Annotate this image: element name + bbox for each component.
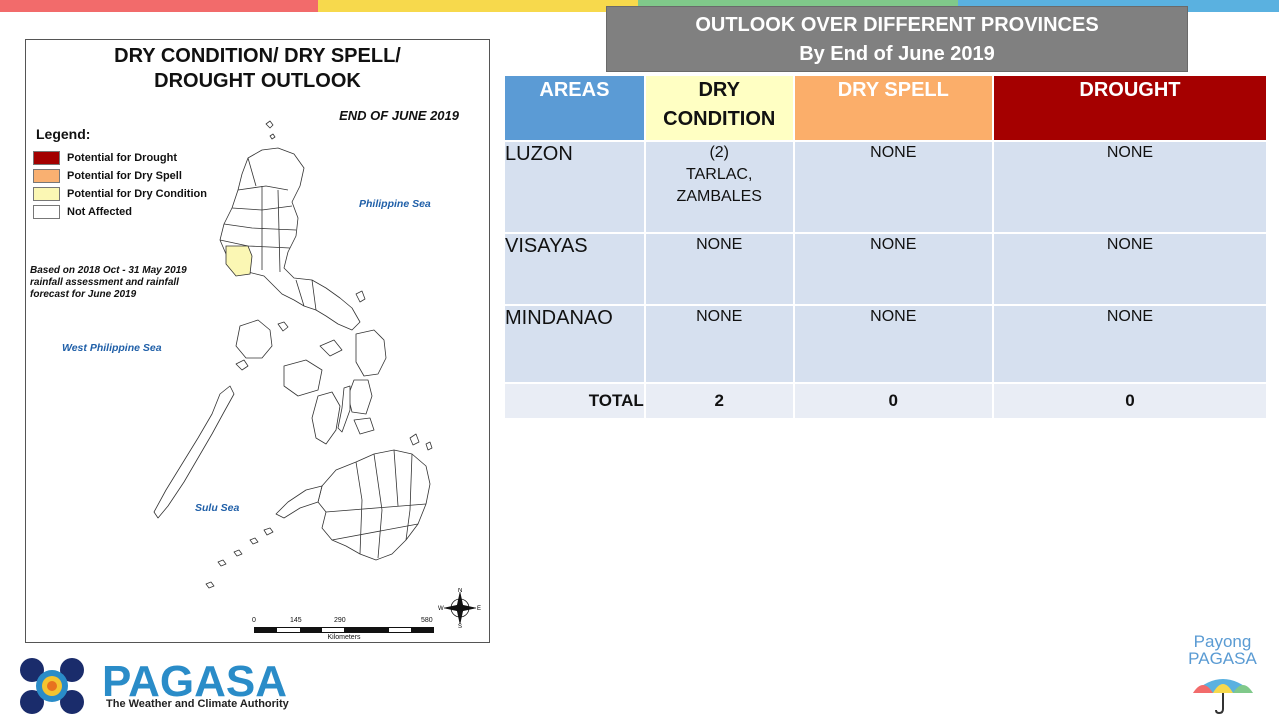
legend-label: Not Affected — [67, 206, 132, 218]
map-title-line2: DROUGHT OUTLOOK — [154, 70, 361, 92]
header-areas: AREAS — [503, 74, 646, 142]
scale-tick: 290 — [334, 617, 346, 624]
map-date: END OF JUNE 2019 — [339, 108, 459, 123]
scale-ticks: 0 145 290 580 — [252, 617, 434, 627]
dry-condition-province: ZAMBALES — [676, 188, 762, 205]
dry-spell-swatch — [33, 169, 60, 183]
payong-pagasa-logo: Payong PAGASA — [1170, 633, 1275, 715]
row-dry-condition: NONE — [643, 232, 795, 306]
row-dry-spell: NONE — [792, 232, 994, 306]
row-drought: NONE — [991, 304, 1269, 384]
table-row: VISAYAS NONE NONE NONE — [503, 232, 1269, 306]
map-title: DRY CONDITION/ DRY SPELL/ DROUGHT OUTLOO… — [26, 44, 489, 94]
compass-n: N — [458, 588, 462, 594]
total-dry-spell: 0 — [792, 382, 994, 420]
not-affected-swatch — [33, 205, 60, 219]
dry-condition-area — [225, 245, 253, 277]
outlook-table: AREAS DRY CONDITION DRY SPELL DROUGHT LU… — [503, 74, 1269, 420]
total-drought: 0 — [991, 382, 1269, 420]
legend-item-drought: Potential for Drought — [33, 149, 207, 167]
basis-line2: rainfall assessment and rainfall — [30, 277, 179, 288]
payong-line2: PAGASA — [1188, 649, 1257, 668]
legend-label: Potential for Dry Condition — [67, 188, 207, 200]
row-dry-spell: NONE — [792, 140, 994, 234]
strip-yellow — [318, 0, 638, 12]
scale-segments — [254, 627, 434, 633]
dry-condition-province: TARLAC, — [686, 166, 753, 183]
row-dry-spell: NONE — [792, 304, 994, 384]
row-area: VISAYAS — [503, 232, 646, 306]
sea-label-sulu: Sulu Sea — [195, 502, 240, 514]
header-dry-condition: DRY CONDITION — [643, 74, 795, 142]
row-dry-condition: NONE — [643, 304, 795, 384]
header-dry-condition-line2: CONDITION — [663, 108, 776, 130]
row-drought: NONE — [991, 232, 1269, 306]
scale-bar: 0 145 290 580 Kilometers — [252, 617, 434, 641]
legend-item-dry-condition: Potential for Dry Condition — [33, 185, 207, 203]
legend-title: Legend: — [36, 126, 91, 142]
row-area: LUZON — [503, 140, 646, 234]
legend-label: Potential for Drought — [67, 152, 177, 164]
legend: Potential for Drought Potential for Dry … — [33, 149, 207, 221]
pagasa-emblem-icon — [20, 658, 84, 714]
scale-tick: 145 — [290, 617, 302, 624]
legend-item-dry-spell: Potential for Dry Spell — [33, 167, 207, 185]
compass-e: E — [477, 606, 481, 612]
basis-line3: forecast for June 2019 — [30, 289, 137, 300]
sea-label-west-philippine: West Philippine Sea — [62, 342, 162, 354]
compass-s: S — [458, 624, 462, 628]
outlook-title-line2: By End of June 2019 — [799, 43, 995, 65]
scale-tick: 580 — [421, 617, 433, 624]
table-row: MINDANAO NONE NONE NONE — [503, 304, 1269, 384]
row-drought: NONE — [991, 140, 1269, 234]
drought-outlook-map: DRY CONDITION/ DRY SPELL/ DROUGHT OUTLOO… — [25, 39, 490, 643]
drought-swatch — [33, 151, 60, 165]
compass-w: W — [438, 606, 444, 612]
scale-unit: Kilometers — [327, 634, 361, 641]
table-header-row: AREAS DRY CONDITION DRY SPELL DROUGHT — [503, 74, 1269, 142]
total-label: TOTAL — [503, 382, 646, 420]
compass-rose-icon: N S W E — [438, 588, 481, 628]
total-dry-condition: 2 — [643, 382, 795, 420]
legend-label: Potential for Dry Spell — [67, 170, 182, 182]
table-row: LUZON (2) TARLAC, ZAMBALES NONE NONE — [503, 140, 1269, 234]
row-dry-condition: (2) TARLAC, ZAMBALES — [643, 140, 795, 234]
basis-line1: Based on 2018 Oct - 31 May 2019 — [30, 265, 187, 276]
strip-red — [0, 0, 318, 12]
pagasa-logo: PAGASA The Weather and Climate Authority — [14, 656, 314, 716]
row-area: MINDANAO — [503, 304, 646, 384]
philippines-map — [153, 120, 433, 589]
pagasa-wordmark: PAGASA — [102, 657, 287, 706]
header-drought: DROUGHT — [991, 74, 1269, 142]
table-total-row: TOTAL 2 0 0 — [503, 382, 1269, 420]
legend-item-not-affected: Not Affected — [33, 203, 207, 221]
umbrella-icon — [1192, 679, 1253, 715]
header-dry-condition-line1: DRY — [698, 79, 740, 101]
pagasa-tagline: The Weather and Climate Authority — [106, 698, 289, 710]
map-title-line1: DRY CONDITION/ DRY SPELL/ — [114, 45, 401, 67]
payong-line1: Payong — [1193, 632, 1252, 651]
basis-note: Based on 2018 Oct - 31 May 2019 rainfall… — [30, 265, 220, 301]
outlook-title-line1: OUTLOOK OVER DIFFERENT PROVINCES — [695, 14, 1099, 36]
sea-label-philippine: Philippine Sea — [359, 198, 431, 210]
outlook-header: OUTLOOK OVER DIFFERENT PROVINCES By End … — [606, 6, 1188, 72]
header-dry-spell: DRY SPELL — [792, 74, 994, 142]
dry-condition-count: (2) — [709, 144, 730, 161]
dry-condition-swatch — [33, 187, 60, 201]
scale-tick: 0 — [252, 617, 256, 624]
